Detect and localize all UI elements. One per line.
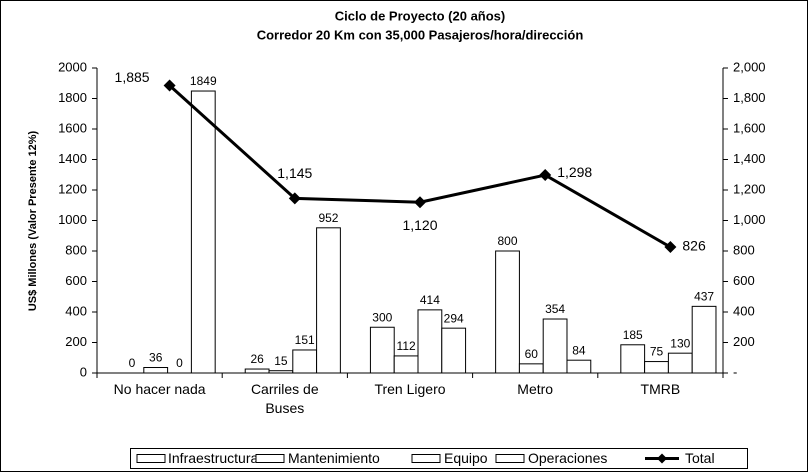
x-tick-label: Metro xyxy=(517,381,554,397)
bar xyxy=(369,326,395,374)
bar-label: 84 xyxy=(572,343,586,357)
legend-swatch xyxy=(495,454,525,463)
bar xyxy=(441,327,467,374)
bar-label: 130 xyxy=(670,336,690,350)
total-label: 1,120 xyxy=(402,217,437,233)
total-marker xyxy=(539,169,552,182)
bar-label: 75 xyxy=(650,345,664,359)
total-marker xyxy=(664,241,677,254)
legend-label: Infraestructura xyxy=(168,450,258,466)
y-tick-label: 2000 xyxy=(58,59,87,74)
legend-label: Total xyxy=(685,450,715,466)
bar-label: 0 xyxy=(129,356,136,370)
bar-label: 15 xyxy=(274,354,288,368)
y-tick-label: 1600 xyxy=(58,120,87,135)
chart-subtitle: Corredor 20 Km con 35,000 Pasajeros/hora… xyxy=(257,27,584,42)
x-tick-label: No hacer nada xyxy=(113,381,206,397)
bar-label: 1849 xyxy=(190,74,217,88)
x-tick-label: TMRB xyxy=(640,381,681,397)
bar xyxy=(644,361,669,374)
bar xyxy=(620,344,646,374)
total-marker xyxy=(163,79,176,92)
legend-swatch xyxy=(411,454,441,463)
bar xyxy=(393,355,419,374)
bar xyxy=(495,250,520,374)
y-tick-label: 1800 xyxy=(58,90,87,105)
y-tick-label: 1400 xyxy=(58,151,87,166)
bar xyxy=(691,305,717,374)
legend-label: Equipo xyxy=(444,450,488,466)
bar-label: 437 xyxy=(694,290,714,304)
legend-swatch-marker xyxy=(657,453,667,464)
bar-label: 26 xyxy=(250,352,264,366)
legend-label: Operaciones xyxy=(528,450,607,466)
total-label: 1,298 xyxy=(557,164,592,180)
x-tick-label: Tren Ligero xyxy=(374,381,446,397)
y-axis-label: US$ Millones (Valor Presente 12%) xyxy=(27,130,39,311)
bar xyxy=(518,363,544,374)
bar-label: 952 xyxy=(318,211,338,225)
legend-swatch xyxy=(136,454,166,463)
y-tick-label: 1000 xyxy=(58,212,87,227)
y-tick-label: 800 xyxy=(65,242,87,257)
y2-tick-label: 600 xyxy=(733,273,755,288)
total-marker xyxy=(288,192,301,205)
bar xyxy=(244,368,270,374)
y2-tick-label: 2,000 xyxy=(733,59,766,74)
legend-swatch xyxy=(255,454,285,463)
bar xyxy=(143,367,169,374)
y2-tick-label: 200 xyxy=(733,334,755,349)
y2-tick-label: 400 xyxy=(733,303,755,318)
bar-label: 185 xyxy=(623,328,643,342)
y-tick-label: 0 xyxy=(80,364,87,379)
bar-label: 60 xyxy=(525,347,539,361)
y2-tick-label: 1,600 xyxy=(733,120,766,135)
legend-label: Mantenimiento xyxy=(288,450,380,466)
bar-label: 0 xyxy=(176,356,183,370)
bar-label: 294 xyxy=(444,311,464,325)
total-label: 1,145 xyxy=(277,165,312,181)
bar-label: 36 xyxy=(149,351,163,365)
bar xyxy=(268,370,294,374)
bar xyxy=(316,227,341,374)
bar xyxy=(417,309,443,374)
bar xyxy=(667,352,693,374)
bar xyxy=(190,90,216,374)
bar-label: 300 xyxy=(372,310,392,324)
y2-tick-label: 1,000 xyxy=(733,212,766,227)
y-tick-label: 400 xyxy=(65,303,87,318)
y2-tick-label: 800 xyxy=(733,242,755,257)
bar xyxy=(292,349,318,374)
bar-label: 151 xyxy=(295,333,315,347)
y2-tick-label: 1,400 xyxy=(733,151,766,166)
y2-tick-label: - xyxy=(733,364,737,379)
bar xyxy=(542,318,568,374)
y2-tick-label: 1,200 xyxy=(733,181,766,196)
y-tick-label: 200 xyxy=(65,334,87,349)
bar-label: 112 xyxy=(397,339,416,353)
bar-label: 800 xyxy=(498,234,518,248)
total-label: 826 xyxy=(682,238,706,254)
y2-tick-label: 1,800 xyxy=(733,90,766,105)
bar-label: 354 xyxy=(545,302,565,316)
y-tick-label: 1200 xyxy=(58,181,87,196)
y-tick-label: 600 xyxy=(65,273,87,288)
x-tick-label: Carriles de Buses xyxy=(250,381,319,416)
total-marker xyxy=(414,196,426,209)
bar xyxy=(566,359,592,374)
total-label: 1,885 xyxy=(115,69,150,85)
chart-title: Ciclo de Proyecto (20 años) xyxy=(335,8,506,23)
bar-label: 414 xyxy=(420,293,440,307)
